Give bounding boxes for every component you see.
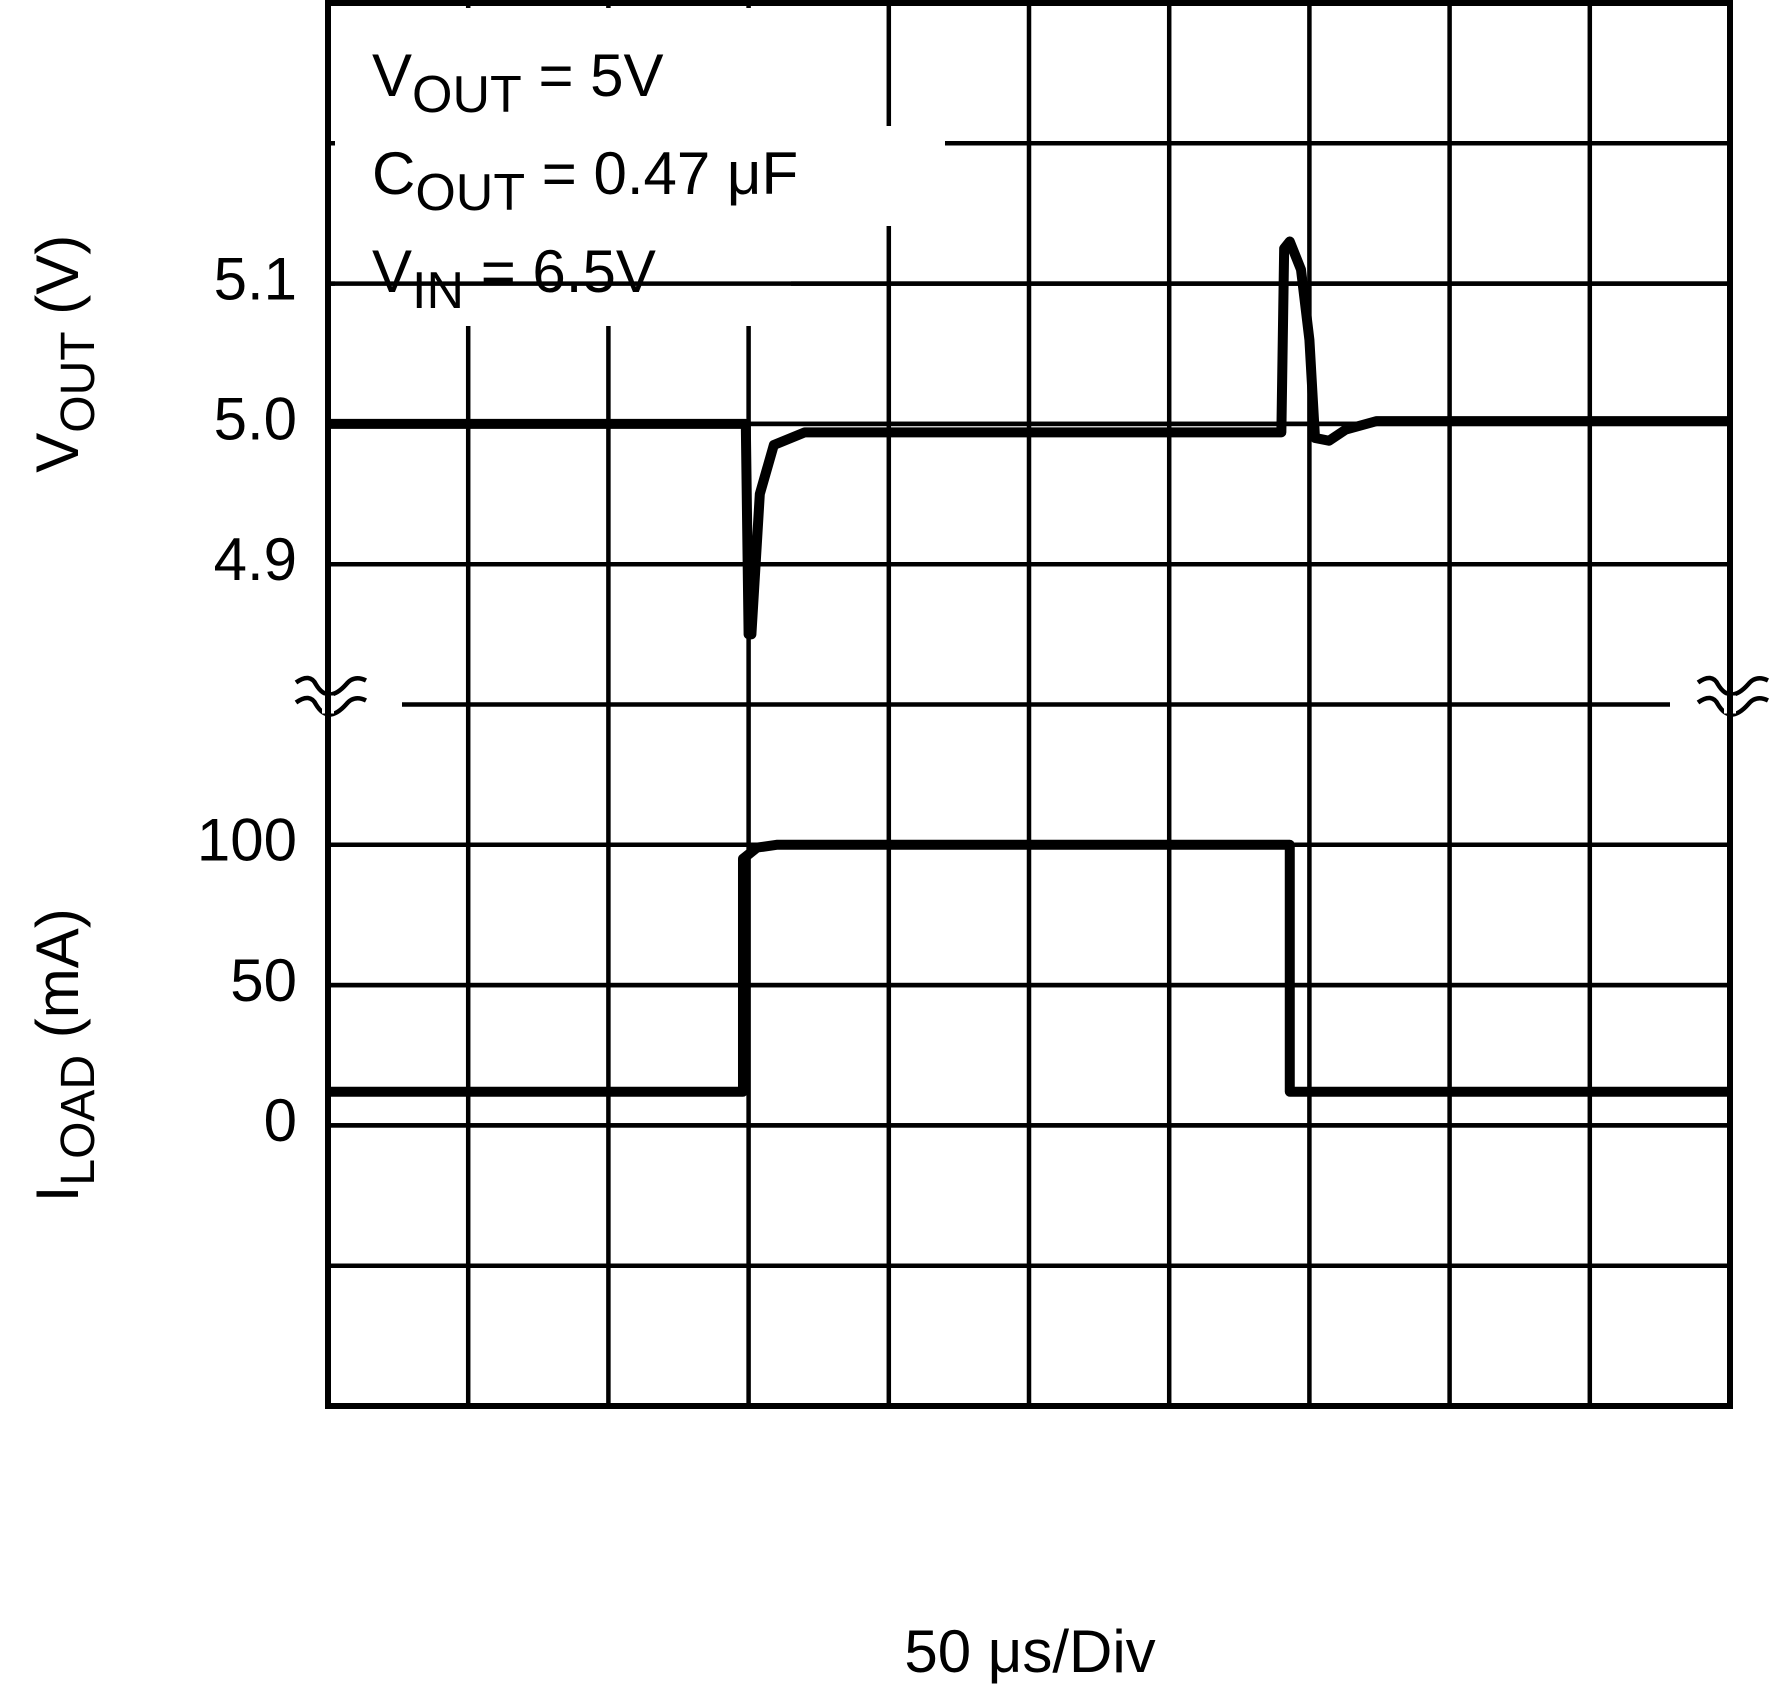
rich-label: VIN = 6.5V xyxy=(372,238,656,320)
y-tick-label: 100 xyxy=(197,807,297,874)
rich-label: VOUT (V) xyxy=(24,235,105,473)
label-sub: OUT xyxy=(52,331,105,432)
label-sub: OUT xyxy=(415,164,525,222)
label-rest: (mA) xyxy=(24,908,91,1055)
label-rest: (V) xyxy=(24,235,91,332)
label-sub: OUT xyxy=(412,66,522,124)
plot-border xyxy=(325,0,1733,1409)
annotation-background xyxy=(335,8,795,126)
annotation-background xyxy=(335,126,945,226)
label-main: I xyxy=(24,1186,91,1203)
x-axis-label: 50 μs/Div xyxy=(904,1618,1155,1685)
label-main: C xyxy=(372,140,415,207)
trace xyxy=(328,839,1730,1097)
label-sub: IN xyxy=(412,262,464,320)
y-tick-label: 4.9 xyxy=(214,526,297,593)
label-rest: = 5V xyxy=(522,42,664,109)
label-main: V xyxy=(24,433,91,473)
y-tick-label: 5.0 xyxy=(214,386,297,453)
rich-label: VOUT = 5V xyxy=(372,42,664,124)
rich-label: ILOAD (mA) xyxy=(24,908,105,1202)
label-sub: LOAD xyxy=(52,1055,105,1186)
y-tick-label: 50 xyxy=(230,947,297,1014)
label-rest: = 6.5V xyxy=(464,238,656,305)
annotation-background xyxy=(335,226,791,326)
rich-label: COUT = 0.47 μF xyxy=(372,140,798,222)
y-tick-label: 0 xyxy=(264,1087,297,1154)
label-main: V xyxy=(372,238,412,305)
label-rest: = 0.47 μF xyxy=(525,140,798,207)
y-tick-label: 5.1 xyxy=(214,245,297,312)
trace xyxy=(328,236,1730,640)
label-main: V xyxy=(372,42,412,109)
